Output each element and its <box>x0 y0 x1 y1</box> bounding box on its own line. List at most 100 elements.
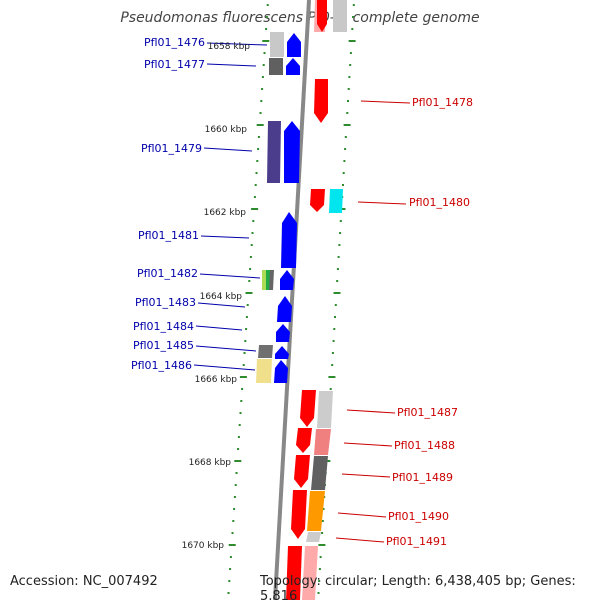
minor-tick <box>338 244 341 246</box>
minor-tick <box>257 148 260 150</box>
feature-box <box>307 491 325 531</box>
gene-label[interactable]: Pfl01_1487 <box>397 406 458 419</box>
scale-label: 1664 kbp <box>200 292 243 302</box>
gene-label[interactable]: Pfl01_1486 <box>131 359 192 372</box>
minor-tick <box>346 112 349 114</box>
feature-box <box>269 270 274 290</box>
minor-tick <box>263 52 266 54</box>
major-tick <box>262 40 270 42</box>
tick-rings <box>227 4 356 594</box>
minor-tick <box>352 16 354 18</box>
major-tick <box>234 460 242 462</box>
minor-tick <box>243 352 246 354</box>
scale-label: 1660 kbp <box>205 125 248 135</box>
gene-label[interactable]: Pfl01_1491 <box>386 535 447 548</box>
gene-arrow <box>291 490 307 539</box>
minor-tick <box>259 112 262 114</box>
minor-tick <box>329 388 332 390</box>
leader-line <box>335 537 385 543</box>
leader-line <box>206 63 257 67</box>
leader-line <box>195 345 257 352</box>
gene-arrow <box>314 79 328 123</box>
minor-tick <box>265 16 268 18</box>
minor-tick <box>317 592 320 594</box>
minor-tick <box>250 244 253 246</box>
minor-tick <box>261 88 264 90</box>
gene-label[interactable]: Pfl01_1481 <box>138 229 199 242</box>
minor-tick <box>249 268 252 270</box>
minor-tick <box>339 220 342 222</box>
minor-tick <box>334 316 336 318</box>
minor-tick <box>333 328 336 330</box>
minor-tick <box>229 568 232 570</box>
feature-box <box>256 359 272 383</box>
gene-label[interactable]: Pfl01_1480 <box>409 196 470 209</box>
reverse-leader-lines <box>335 100 411 543</box>
forward-gene-labels: Pfl01_1476 Pfl01_1477 Pfl01_1479 Pfl01_1… <box>131 36 205 372</box>
leader-line <box>343 442 393 447</box>
gene-arrow <box>317 0 327 32</box>
feature-box <box>306 532 321 542</box>
gene-arrow <box>276 324 290 342</box>
gene-label[interactable]: Pfl01_1488 <box>394 439 455 452</box>
scale-label: 1670 kbp <box>182 541 225 551</box>
gene-label[interactable]: Pfl01_1483 <box>135 296 196 309</box>
gene-arrow <box>286 58 300 75</box>
leader-line <box>360 100 411 104</box>
gene-arrow <box>300 390 316 427</box>
feature-box <box>314 429 331 455</box>
minor-tick <box>255 172 258 174</box>
minor-tick <box>241 388 244 390</box>
topology-text: Topology: circular; Length: 6,438,405 bp… <box>260 574 576 600</box>
minor-tick <box>231 532 234 534</box>
gene-label[interactable]: Pfl01_1479 <box>141 142 202 155</box>
minor-tick <box>232 520 235 522</box>
gene-label[interactable]: Pfl01_1485 <box>133 339 194 352</box>
gene-arrow <box>286 546 302 600</box>
gene-arrow <box>281 212 297 268</box>
minor-tick <box>342 184 344 186</box>
major-tick <box>318 544 326 546</box>
minor-tick <box>265 28 268 30</box>
gene-label[interactable]: Pfl01_1477 <box>144 58 205 71</box>
minor-tick <box>234 484 237 486</box>
leader-line <box>200 235 250 239</box>
gene-label[interactable]: Pfl01_1482 <box>137 267 198 280</box>
leader-line <box>357 201 407 205</box>
feature-box <box>262 270 266 290</box>
feature-box <box>269 58 283 75</box>
leader-line <box>206 42 268 46</box>
minor-tick <box>239 412 242 414</box>
leader-line <box>197 302 246 308</box>
minor-tick <box>351 28 354 30</box>
minor-tick <box>235 472 238 474</box>
minor-tick <box>331 364 334 366</box>
minor-tick <box>336 268 339 270</box>
minor-tick <box>266 4 269 6</box>
minor-tick <box>233 508 236 510</box>
minor-tick <box>257 136 260 138</box>
major-tick <box>245 292 253 294</box>
leader-line <box>346 409 396 414</box>
genome-backbone <box>273 0 311 600</box>
minor-tick <box>252 220 255 222</box>
gene-label[interactable]: Pfl01_1490 <box>388 510 449 523</box>
gene-label[interactable]: Pfl01_1478 <box>412 96 473 109</box>
feature-box <box>267 121 281 183</box>
gene-label[interactable]: Pfl01_1489 <box>392 471 453 484</box>
gene-arrow <box>287 33 301 57</box>
gene-label[interactable]: Pfl01_1476 <box>144 36 205 49</box>
leader-line <box>195 325 243 331</box>
minor-tick <box>244 340 247 342</box>
minor-tick <box>342 172 345 174</box>
leader-line <box>341 473 391 478</box>
feature-box <box>317 391 333 428</box>
minor-tick <box>331 352 334 354</box>
scale-label: 1662 kbp <box>204 208 247 218</box>
forward-genes <box>274 33 301 383</box>
feature-box <box>266 270 270 290</box>
gene-label[interactable]: Pfl01_1484 <box>133 320 194 333</box>
scale-label: 1658 kbp <box>208 42 251 52</box>
